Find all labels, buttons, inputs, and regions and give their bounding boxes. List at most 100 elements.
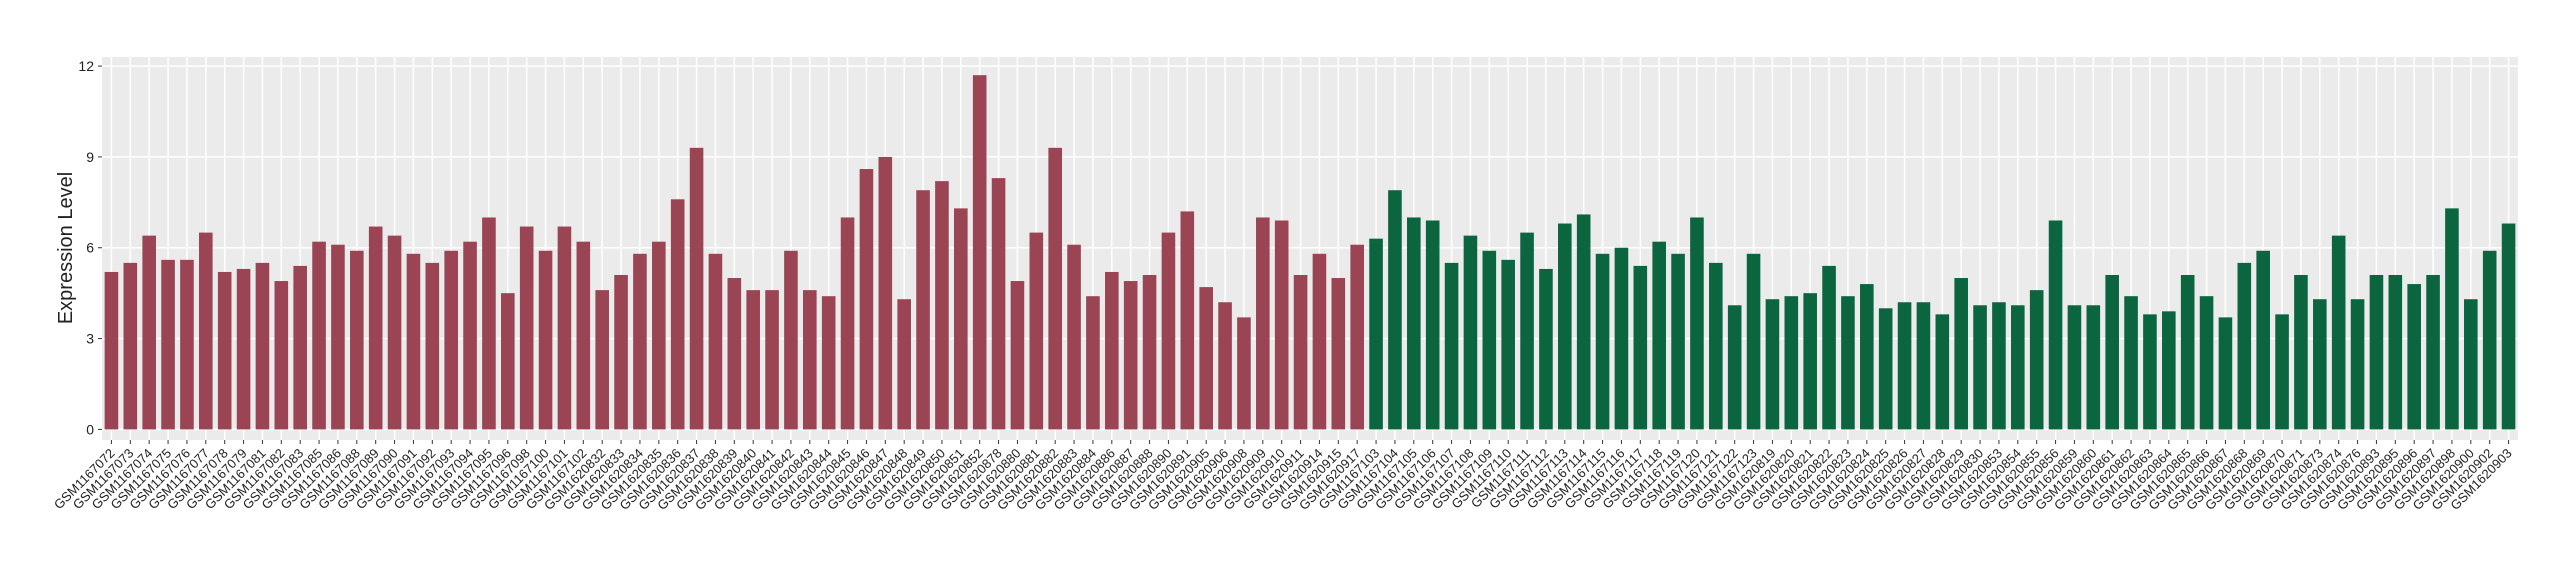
bar: [2464, 299, 2478, 430]
bar: [1274, 220, 1289, 430]
y-tick-label: 9: [86, 149, 94, 165]
bar: [765, 290, 779, 430]
bar: [1822, 265, 1836, 430]
bar: [444, 250, 458, 430]
bar: [2313, 299, 2327, 430]
bar: [1199, 287, 1213, 430]
bar: [954, 208, 968, 430]
bar: [1671, 253, 1685, 430]
bar: [1765, 299, 1780, 430]
bar: [331, 244, 345, 430]
bar: [1142, 274, 1157, 430]
bar: [180, 259, 194, 430]
bar: [274, 281, 289, 430]
bar: [501, 293, 515, 430]
bar: [1973, 305, 1987, 430]
bar: [142, 235, 156, 430]
bar: [1331, 278, 1346, 430]
bar: [350, 250, 364, 430]
bar: [1803, 293, 1817, 430]
bar: [1086, 296, 1100, 430]
bar: [2162, 311, 2176, 430]
bar: [1237, 317, 1251, 430]
bar: [1690, 217, 1704, 430]
bar: [1633, 265, 1648, 430]
bar: [689, 147, 704, 430]
bar: [633, 253, 647, 430]
bar: [123, 262, 138, 430]
bar: [1105, 271, 1119, 430]
bar: [784, 250, 798, 430]
bar: [482, 217, 496, 430]
bar: [2086, 305, 2101, 430]
bar: [161, 259, 175, 430]
bar: [463, 241, 477, 430]
bar: [519, 226, 534, 430]
bar: [1312, 253, 1327, 430]
bar: [916, 190, 930, 430]
bar: [2445, 208, 2459, 430]
bar: [1520, 232, 1534, 430]
bar: [1425, 220, 1440, 430]
bar: [1029, 232, 1044, 430]
bar: [1784, 296, 1799, 430]
bar: [991, 178, 1006, 430]
bar: [2029, 290, 2044, 430]
bar: [1860, 284, 1874, 430]
bar: [2294, 274, 2308, 430]
bar: [1444, 262, 1459, 430]
bar: [217, 271, 232, 430]
bar: [2426, 274, 2440, 430]
bar: [312, 241, 326, 430]
bar: [840, 217, 855, 430]
bar: [897, 299, 911, 430]
bar: [1878, 308, 1893, 430]
y-tick-label: 3: [86, 331, 94, 347]
bar: [1576, 214, 1591, 430]
bar: [2331, 235, 2346, 430]
bar: [1501, 259, 1515, 430]
bar: [2407, 284, 2421, 430]
bar: [1407, 217, 1421, 430]
bar: [727, 278, 742, 430]
bar: [1539, 268, 1553, 430]
bar: [104, 271, 119, 430]
bar: [1256, 217, 1270, 430]
bar: [406, 253, 421, 430]
bar: [1935, 314, 1950, 430]
bar: [1010, 281, 1025, 430]
bar: [1727, 305, 1742, 430]
bar: [1388, 190, 1402, 430]
bar: [1614, 247, 1629, 430]
bar: [2237, 262, 2252, 430]
bar: [1482, 250, 1497, 430]
bar: [425, 262, 440, 430]
bar: [2218, 317, 2233, 430]
bar: [2180, 274, 2195, 430]
bar: [1067, 244, 1081, 430]
bar: [1180, 211, 1195, 430]
bar: [1992, 302, 2006, 430]
y-tick-label: 12: [78, 58, 94, 74]
bar: [614, 274, 628, 430]
bar: [2124, 296, 2138, 430]
bar: [1463, 235, 1478, 430]
y-tick-label: 0: [86, 421, 94, 437]
bar: [1841, 296, 1855, 430]
bar: [859, 169, 874, 430]
bar: [708, 253, 723, 430]
bar: [878, 156, 893, 430]
bar: [1161, 232, 1176, 430]
bar: [670, 199, 685, 430]
y-axis-label: Expression Level: [55, 172, 77, 324]
bar: [1954, 278, 1968, 430]
bar: [2275, 314, 2289, 430]
bar: [1897, 302, 1912, 430]
bar: [2350, 299, 2365, 430]
bar: [935, 181, 949, 430]
bar: [972, 75, 987, 430]
bar: [1293, 274, 1308, 430]
bar: [255, 262, 270, 430]
y-tick-label: 6: [86, 240, 94, 256]
bar: [1123, 281, 1138, 430]
